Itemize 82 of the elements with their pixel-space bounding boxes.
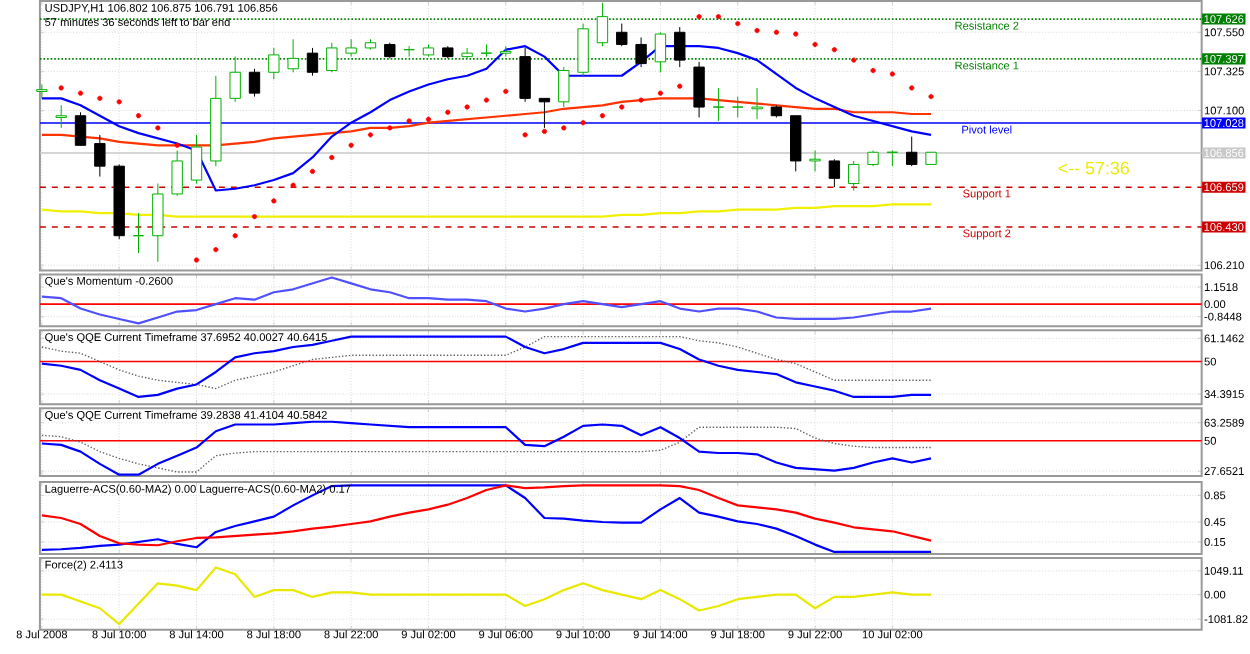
point	[928, 94, 934, 100]
candlestick	[519, 47, 531, 103]
candlestick	[848, 160, 860, 192]
candlestick	[674, 26, 686, 68]
point	[696, 14, 702, 20]
point	[580, 120, 586, 126]
candlestick	[732, 96, 744, 119]
point	[870, 68, 876, 74]
candlestick	[654, 31, 667, 73]
point	[503, 88, 509, 95]
point	[754, 28, 760, 34]
candlestick	[712, 87, 725, 122]
point	[541, 128, 548, 135]
point	[135, 113, 142, 119]
point	[735, 21, 741, 27]
point	[445, 109, 451, 115]
point	[309, 168, 316, 175]
point	[116, 99, 122, 105]
point	[367, 132, 374, 138]
point	[290, 182, 296, 188]
point	[657, 90, 664, 96]
point	[831, 47, 837, 53]
point	[406, 118, 412, 124]
candlestick	[248, 68, 261, 98]
candlestick	[190, 134, 203, 185]
candlestick	[55, 104, 67, 129]
point	[58, 85, 64, 91]
candlestick	[616, 23, 628, 47]
point	[174, 142, 180, 149]
candlestick	[171, 150, 183, 197]
candlestick	[268, 47, 280, 80]
candlestick	[461, 47, 473, 59]
candlestick	[229, 56, 241, 103]
candlestick	[635, 37, 647, 68]
candlestick	[790, 115, 802, 172]
point	[213, 247, 219, 253]
candlestick	[306, 47, 319, 77]
point	[522, 132, 528, 138]
candlestick	[345, 38, 357, 58]
candlestick	[326, 42, 338, 73]
point	[793, 31, 799, 37]
point	[232, 233, 238, 239]
point	[271, 198, 277, 204]
point	[464, 104, 470, 110]
point	[889, 71, 895, 77]
point	[773, 29, 779, 35]
candlestick	[751, 87, 763, 120]
point	[329, 155, 335, 161]
point	[677, 83, 683, 89]
candlestick	[558, 66, 570, 108]
point	[812, 42, 818, 48]
point	[638, 97, 644, 103]
candlestick	[577, 23, 589, 77]
point	[77, 90, 84, 96]
candlestick	[152, 183, 164, 263]
candlestick	[36, 84, 48, 99]
point	[909, 85, 915, 91]
point	[348, 142, 354, 149]
annotation: <-- 57:36	[1058, 161, 1129, 175]
point	[193, 257, 200, 263]
point	[387, 125, 393, 131]
candlestick	[693, 61, 705, 119]
point	[599, 113, 606, 119]
candlestick	[596, 2, 609, 47]
candlestick	[74, 111, 87, 146]
candlestick	[809, 150, 821, 172]
point	[155, 125, 161, 131]
candlestick	[132, 212, 145, 254]
point	[715, 14, 721, 20]
candlestick	[828, 158, 841, 188]
candlestick	[287, 38, 299, 73]
point	[619, 104, 625, 110]
point	[425, 116, 432, 122]
candlestick	[94, 134, 106, 178]
point	[97, 95, 103, 102]
point	[561, 125, 567, 131]
point	[251, 214, 258, 220]
candlestick	[403, 45, 415, 58]
candlestick	[480, 44, 493, 58]
point	[483, 97, 490, 103]
candlestick	[906, 136, 918, 167]
point	[851, 57, 857, 63]
